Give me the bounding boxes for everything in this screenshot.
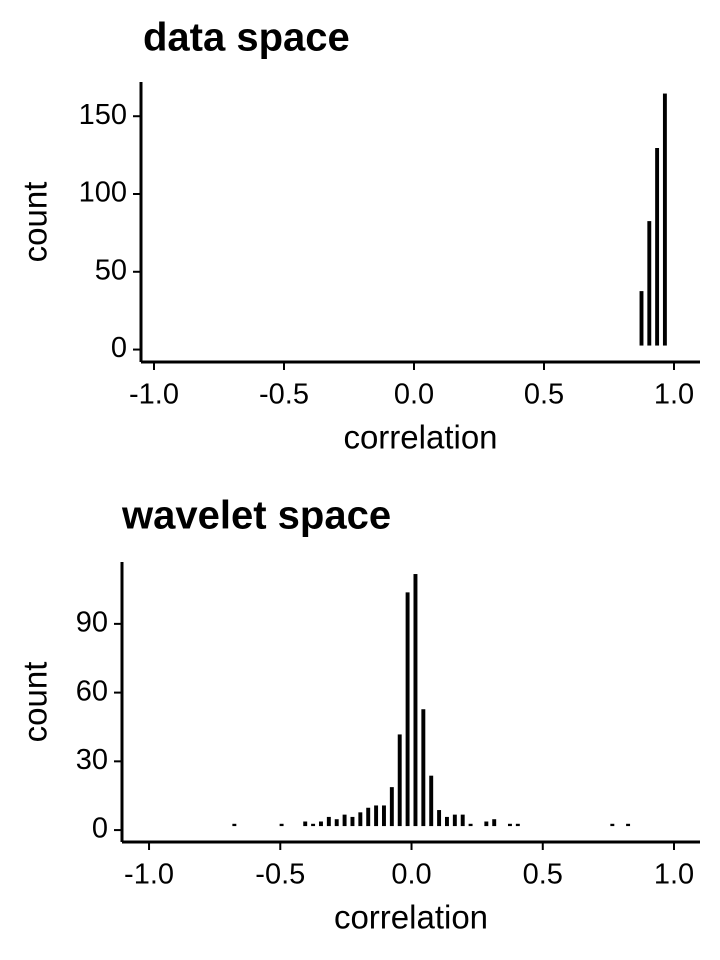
bar (279, 823, 284, 827)
y-tick-label: 90 (76, 607, 108, 639)
bar (610, 823, 615, 827)
y-axis-label: count (17, 182, 54, 263)
x-tick-label: 0.0 (391, 859, 431, 891)
y-tick-label: 150 (79, 99, 127, 131)
bar (334, 819, 339, 827)
bar (374, 805, 379, 827)
y-tick-label: 30 (76, 744, 108, 776)
bar (413, 574, 418, 827)
y-tick-label: 50 (95, 254, 127, 286)
bar (303, 821, 308, 827)
bar (318, 821, 323, 827)
bar (366, 807, 371, 827)
bar (626, 823, 631, 827)
bar (515, 823, 520, 827)
bar (639, 291, 644, 346)
bar (381, 805, 386, 827)
y-tick-label: 0 (111, 332, 127, 364)
y-tick-label: 100 (79, 177, 127, 209)
chart-title: wavelet space (121, 494, 391, 538)
x-tick-label: 0.0 (394, 379, 434, 411)
bar (468, 823, 473, 827)
x-tick-label: 1.0 (654, 859, 694, 891)
bar (662, 93, 667, 346)
x-axis-label: correlation (334, 899, 488, 936)
bar (492, 819, 497, 827)
x-tick-label: 0.5 (523, 859, 563, 891)
bar (437, 810, 442, 827)
bar (452, 814, 457, 827)
bar (358, 812, 363, 827)
x-tick-label: 1.0 (654, 379, 694, 411)
y-tick-label: 60 (76, 675, 108, 707)
bar (460, 814, 465, 827)
bar (326, 816, 331, 827)
bar (429, 775, 434, 827)
bar (397, 734, 402, 827)
bar (389, 787, 394, 827)
bar (421, 709, 426, 827)
x-tick-label: -1.0 (129, 379, 179, 411)
bar (342, 814, 347, 827)
chart-title: data space (143, 16, 350, 60)
bar (311, 823, 316, 827)
bar (655, 148, 660, 346)
x-axis-label: correlation (343, 419, 497, 456)
bar (484, 821, 489, 827)
bar (232, 823, 237, 827)
bar (444, 816, 449, 827)
bar (507, 823, 512, 827)
x-tick-label: -0.5 (255, 859, 305, 891)
y-tick-label: 0 (92, 813, 108, 845)
x-tick-label: -0.5 (259, 379, 309, 411)
x-tick-label: 0.5 (524, 379, 564, 411)
bar (405, 592, 410, 827)
bar (647, 221, 652, 346)
y-axis-label: count (17, 662, 54, 743)
bar (350, 816, 355, 827)
x-tick-label: -1.0 (124, 859, 174, 891)
